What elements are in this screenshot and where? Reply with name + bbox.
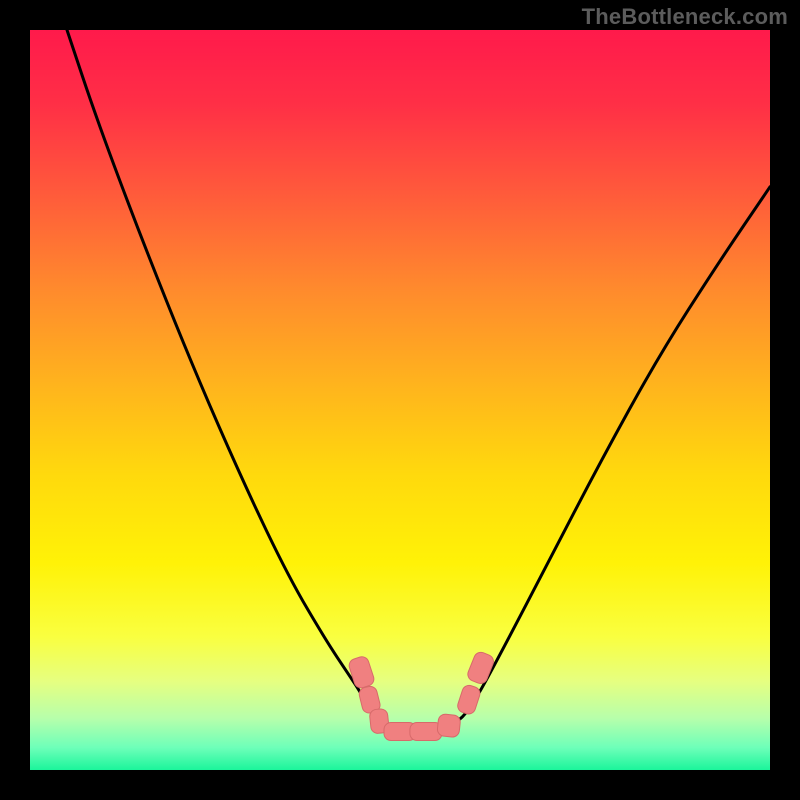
data-marker [437, 714, 461, 738]
bottleneck-chart: TheBottleneck.com [0, 0, 800, 800]
attribution-label: TheBottleneck.com [582, 4, 788, 30]
gradient-background [30, 30, 770, 770]
data-marker [410, 723, 442, 741]
chart-canvas [0, 0, 800, 800]
